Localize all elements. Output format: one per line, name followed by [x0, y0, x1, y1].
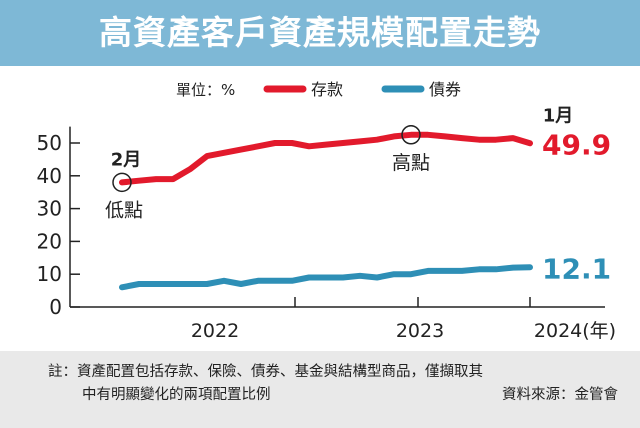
latest-month-label: 1月	[543, 105, 574, 126]
axes: 0 10 20 30 40 50 2022 2023 2024(年)	[37, 126, 616, 342]
series-lines: 49.9 12.1	[119, 128, 611, 291]
series-line-bonds	[119, 264, 533, 291]
x-tick-label: 2023	[396, 320, 444, 342]
y-tick-label: 20	[37, 229, 62, 253]
note-line-1: 註：資產配置包括存款、保險、債券、基金與結構型商品，僅擷取其	[48, 364, 483, 380]
note-line-2: 中有明顯變化的兩項配置比例	[82, 387, 271, 403]
low-point-note: 低點	[105, 199, 143, 221]
end-value-label: 12.1	[542, 252, 611, 285]
title-banner: 高資產客戶資產規模配置走勢	[0, 0, 640, 66]
low-point-marker	[112, 172, 132, 193]
legend-label: 存款	[311, 80, 343, 99]
legend-label: 債券	[429, 80, 461, 99]
y-tick-label: 30	[37, 197, 62, 221]
x-tick-label: 2022	[191, 320, 239, 342]
series-line-deposits	[119, 131, 533, 186]
chart-title: 高資產客戶資產規模配置走勢	[99, 13, 541, 52]
high-point-marker	[401, 125, 421, 145]
y-tick-label: 0	[49, 295, 62, 319]
legend: 單位：% 存款 債券	[176, 80, 461, 99]
plot-background	[0, 66, 640, 351]
low-point-month: 2月	[111, 149, 142, 170]
x-tick-label: 2024(年)	[534, 320, 616, 342]
y-tick-label: 10	[37, 262, 62, 286]
source-credit: 資料來源：金管會	[502, 387, 618, 403]
legend-unit: 單位：%	[176, 81, 235, 99]
y-tick-label: 40	[37, 164, 62, 188]
end-value-label: 49.9	[542, 128, 611, 161]
line-chart: 0 10 20 30 40 50 2022 2023 2024(年) 單位：% 存款 債券 49.9…	[37, 80, 617, 342]
high-point-note: 高點	[392, 152, 430, 174]
y-tick-label: 50	[37, 131, 62, 155]
notes-panel: 註：資產配置包括存款、保險、債券、基金與結構型商品，僅擷取其 中有明顯變化的兩項…	[0, 351, 640, 428]
